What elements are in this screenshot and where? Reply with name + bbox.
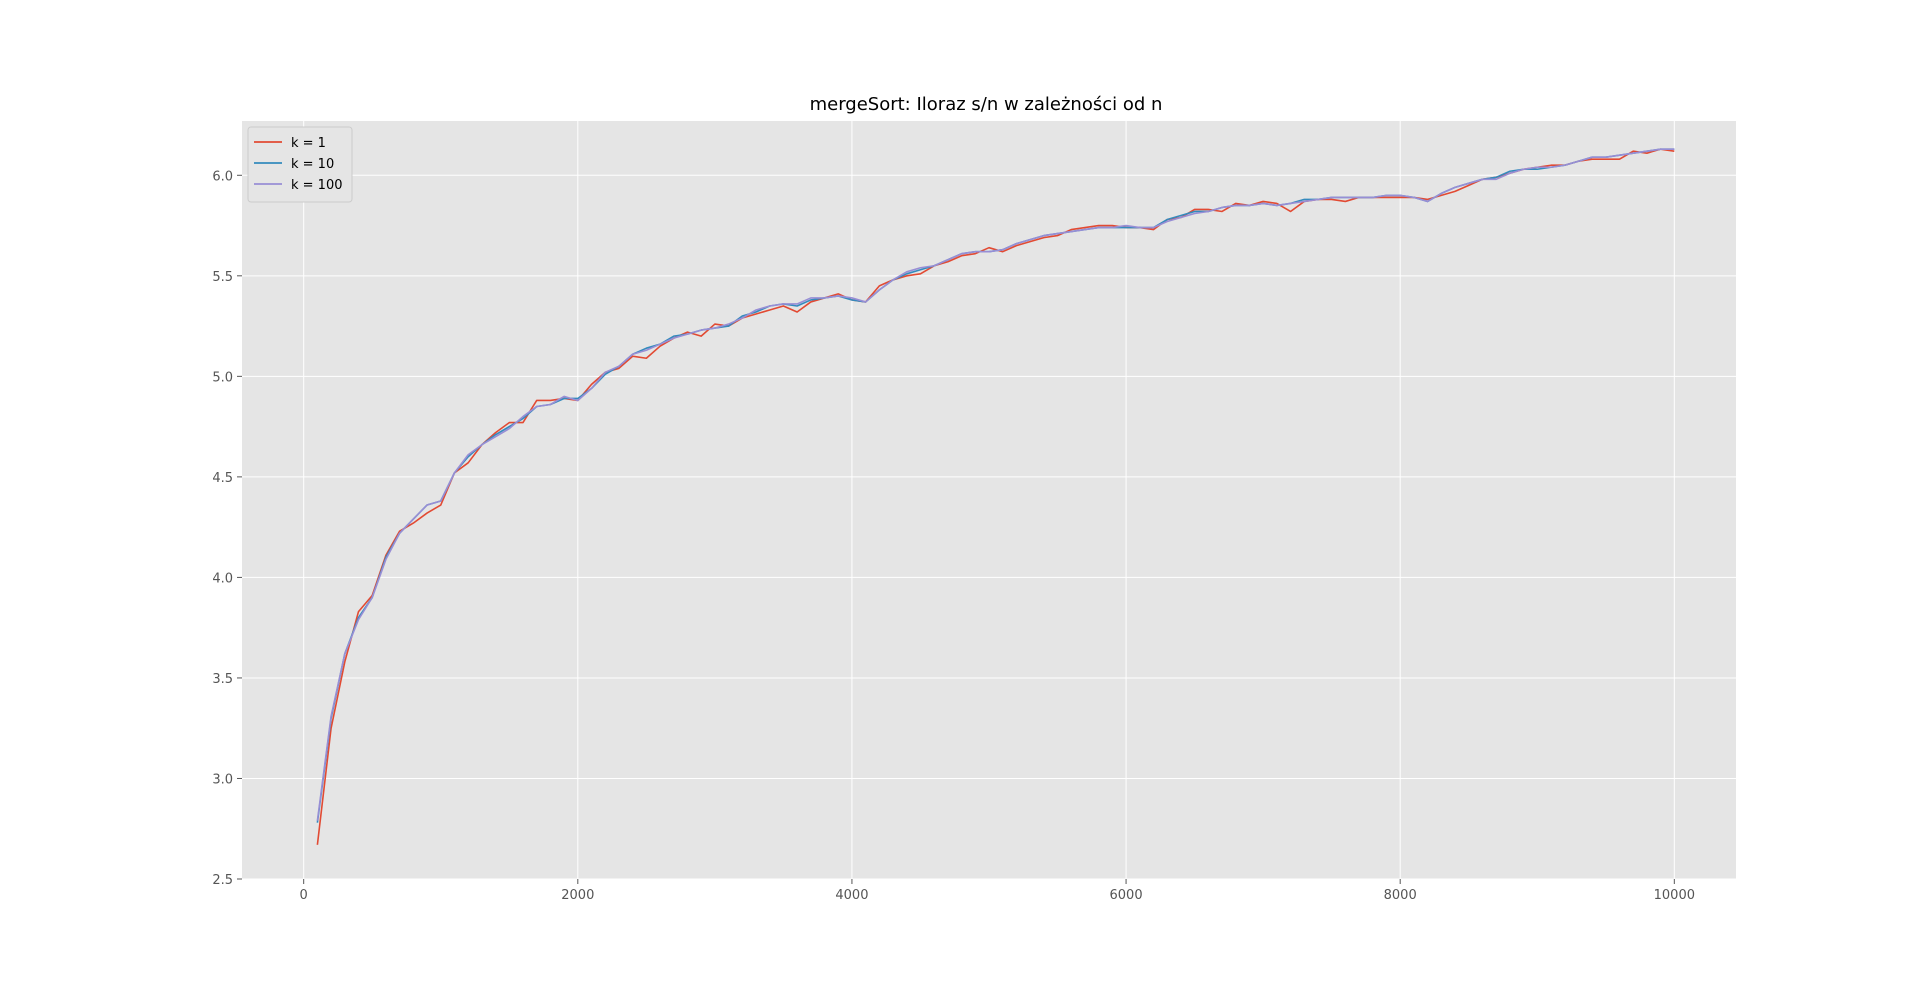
x-tick-label: 10000	[1654, 888, 1695, 903]
chart-title: mergeSort: Iloraz s/n w zależności od n	[810, 94, 1163, 115]
y-tick-label: 2.5	[212, 873, 233, 888]
plot-area: 0 2000 4000 6000 8000 10000 2.5 3.0 3.5 4.0 4.5 5.0…	[212, 121, 1736, 903]
x-tick-label: 4000	[835, 888, 868, 903]
series-line-1	[316, 148, 1675, 845]
y-tick-label: 3.0	[212, 772, 233, 787]
x-tick-label: 8000	[1384, 888, 1417, 903]
x-tick-label: 0	[300, 888, 308, 903]
y-tick-label: 4.0	[212, 571, 233, 586]
y-tick-label: 5.5	[212, 270, 233, 285]
series-line-3	[316, 148, 1675, 821]
plot-background	[242, 121, 1736, 879]
y-tick-label: 4.5	[212, 471, 233, 486]
y-tick-label: 6.0	[212, 169, 233, 184]
legend-label: k = 10	[291, 157, 334, 172]
legend-label: k = 100	[291, 178, 343, 193]
x-tick-label: 6000	[1110, 888, 1143, 903]
y-tick-label: 3.5	[212, 672, 233, 687]
y-tick-label: 5.0	[212, 370, 233, 385]
x-tick-label: 2000	[561, 888, 594, 903]
legend-label: k = 1	[291, 136, 326, 151]
